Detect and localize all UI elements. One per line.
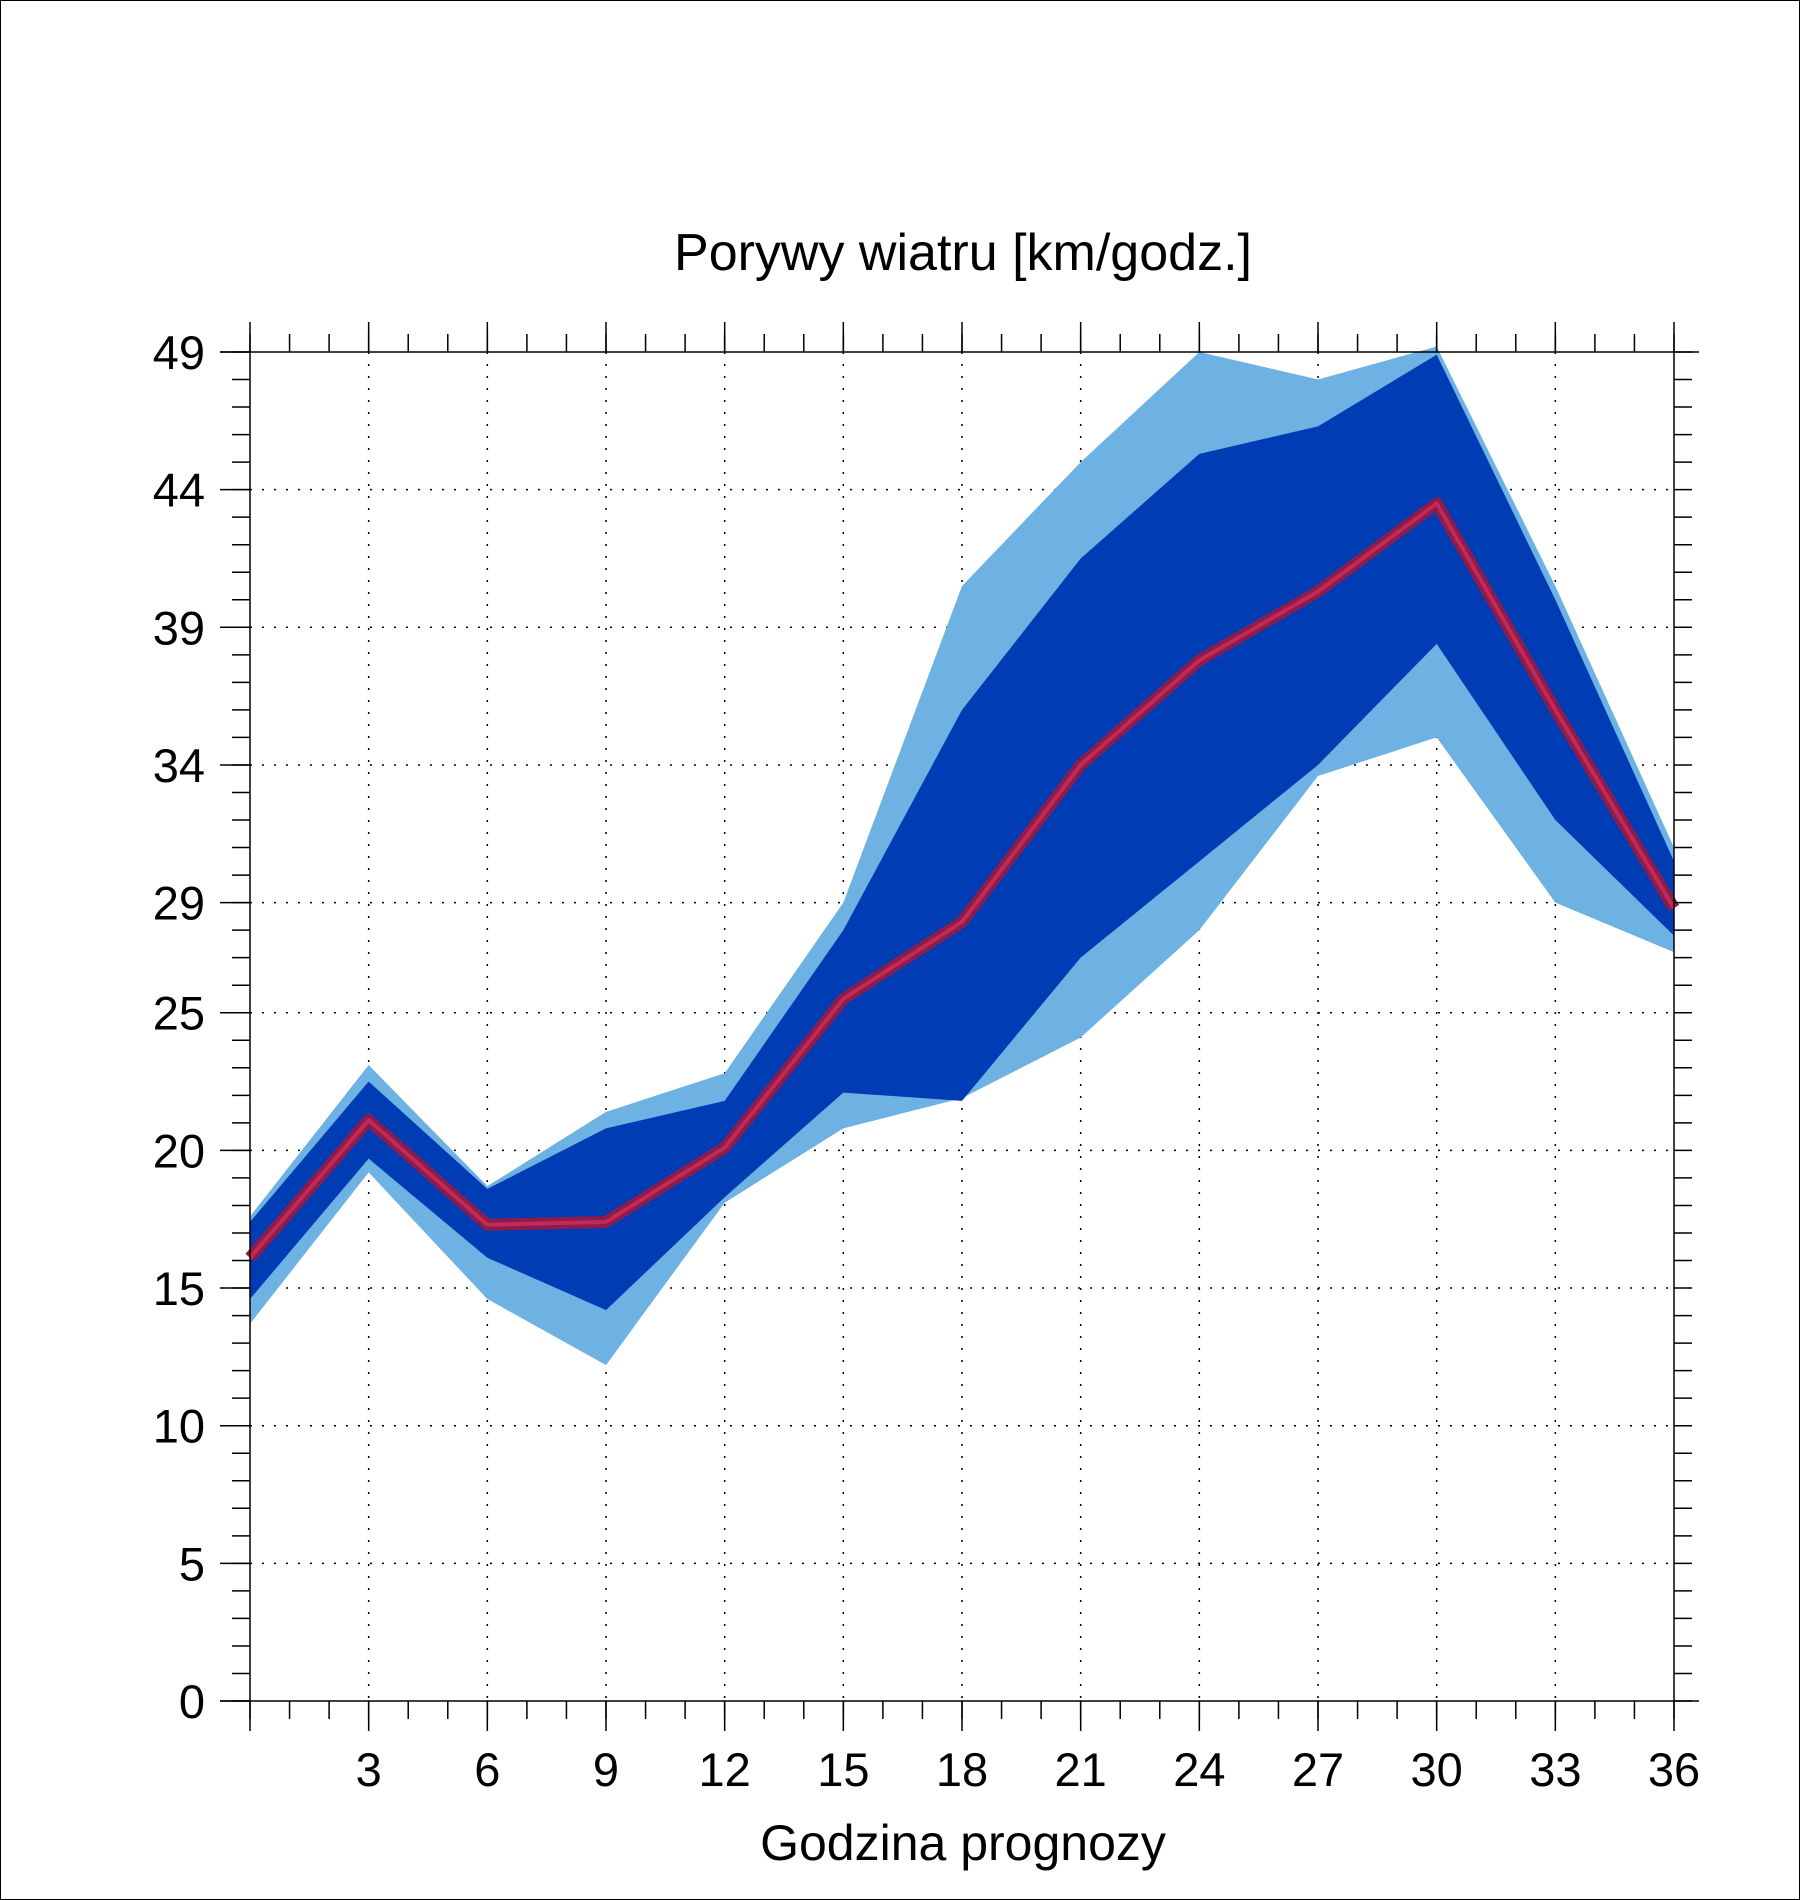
x-tick-label: 9 (593, 1743, 619, 1796)
y-tick-label: 20 (153, 1124, 205, 1177)
y-tick-label: 44 (153, 464, 205, 517)
y-tick-label: 25 (153, 987, 205, 1040)
x-tick-label: 3 (356, 1743, 382, 1796)
median-line-core (248, 501, 1676, 1260)
x-tick-label: 36 (1648, 1743, 1700, 1796)
y-tick-label: 15 (153, 1262, 205, 1315)
y-tick-label: 0 (179, 1675, 205, 1728)
x-tick-label: 33 (1529, 1743, 1581, 1796)
y-tick-label: 34 (153, 739, 205, 792)
y-tick-label: 49 (153, 326, 205, 379)
x-tick-label: 18 (936, 1743, 988, 1796)
x-tick-label: 30 (1411, 1743, 1463, 1796)
x-tick-label: 24 (1173, 1743, 1225, 1796)
y-tick-label: 29 (153, 877, 205, 930)
y-tick-labels: 0 5 10 15 20 25 29 34 39 44 49 (153, 326, 205, 1728)
x-tick-label: 15 (817, 1743, 869, 1796)
axes (220, 322, 1699, 1731)
x-axis-label: Godzina prognozy (760, 1815, 1166, 1871)
x-tick-label: 27 (1292, 1743, 1344, 1796)
x-tick-label: 6 (474, 1743, 500, 1796)
x-tick-label: 21 (1055, 1743, 1107, 1796)
x-tick-label: 12 (699, 1743, 751, 1796)
y-tick-label: 10 (153, 1400, 205, 1453)
x-tick-labels: 3 6 9 12 15 18 21 24 27 30 33 36 (356, 1743, 1701, 1796)
chart-title: Porywy wiatru [km/godz.] (674, 224, 1252, 282)
y-tick-label: 5 (179, 1537, 205, 1590)
y-tick-label: 39 (153, 601, 205, 654)
